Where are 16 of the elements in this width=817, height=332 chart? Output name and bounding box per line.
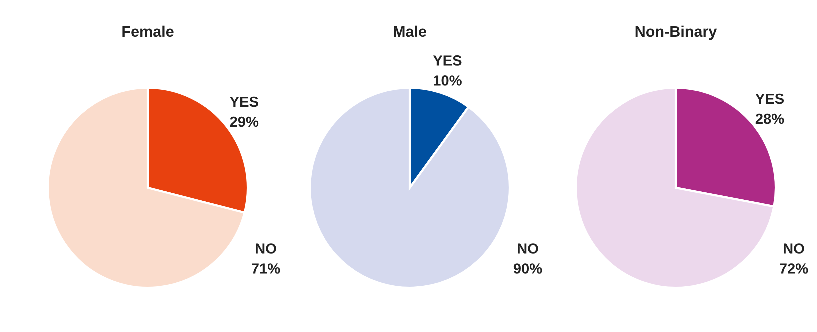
slice-label: YES [433, 56, 462, 66]
pie-slice [308, 86, 512, 290]
data-label: 72% [780, 264, 808, 274]
data-label: 90% [514, 264, 542, 274]
data-label: 10% [434, 76, 462, 86]
slice-label: NO [518, 244, 538, 254]
slice-label: NO [256, 244, 276, 254]
data-label: 29% [230, 116, 259, 128]
slice-label: NO [784, 244, 804, 254]
data-label: 71% [252, 264, 280, 274]
data-label: 28% [756, 114, 784, 124]
chart-title: Female [122, 26, 174, 38]
slice-label: YES [230, 96, 258, 108]
chart-title: Male [394, 26, 426, 38]
chart-title: Non-Binary [636, 26, 718, 40]
slice-label: YES [756, 94, 784, 104]
